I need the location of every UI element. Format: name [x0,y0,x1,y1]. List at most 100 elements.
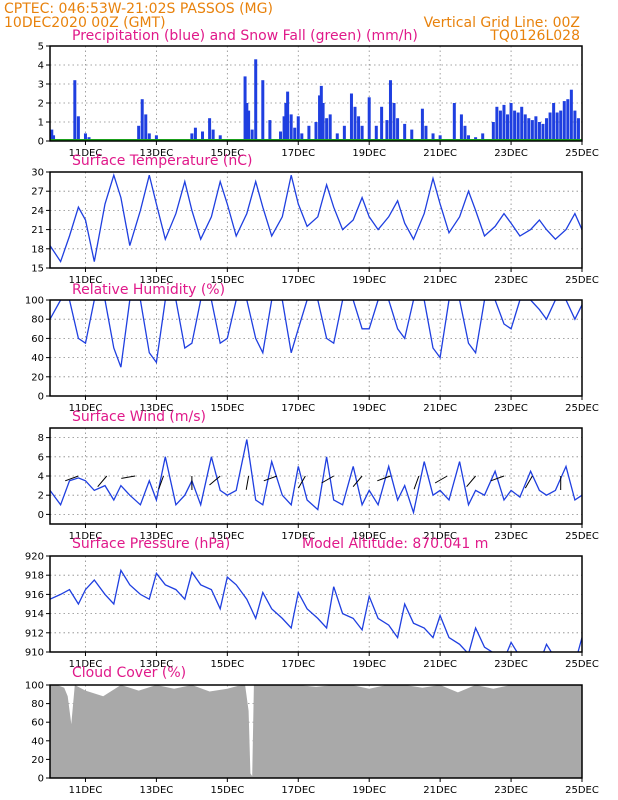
header-grid-note: Vertical Grid Line: 00Z [424,15,580,31]
precip-bar [537,122,541,141]
wind-arrow [413,475,420,490]
x-tick-label: 19DEC [352,403,386,414]
wind-arrow [97,475,108,488]
x-tick-label: 15DEC [210,148,244,159]
wind-arrow [65,475,79,482]
x-tick-label: 15DEC [210,659,244,670]
precip-bar [349,93,353,141]
precip-bar [545,118,549,141]
wind-arrow [321,475,334,484]
precip-bar [353,106,357,141]
x-tick-label: 11DEC [69,403,103,414]
x-tick-label: 17DEC [281,659,315,670]
precip-bar [282,116,286,141]
x-tick-label: 13DEC [140,275,174,286]
y-tick-label: 60 [31,334,44,345]
y-tick-label: 24 [31,206,44,217]
precip-bar [392,103,396,141]
x-tick-label: 11DEC [69,531,103,542]
x-tick-label: 23DEC [494,785,528,796]
precip-bar [342,125,346,141]
precip-bar [576,118,580,141]
panel-1 [46,45,583,145]
precip-bar [467,135,471,141]
x-tick-label: 21DEC [423,148,457,159]
precip-bar [516,112,520,141]
wind-arrow [352,475,363,488]
y-tick-label: 2 [38,491,44,502]
x-tick-label: 11DEC [69,148,103,159]
precip-bar [534,116,538,141]
y-tick-label: 4 [38,61,44,72]
precip-bar [83,133,87,141]
precip-bar [357,116,361,141]
y-tick-label: 40 [31,736,44,747]
x-tick-label: 17DEC [281,531,315,542]
precip-bar [555,112,559,141]
y-tick-label: 8 [38,433,44,444]
x-tick-label: 21DEC [423,785,457,796]
precip-bar [520,106,524,141]
y-tick-label: 4 [38,472,44,483]
x-tick-label: 15DEC [210,403,244,414]
x-tick-label: 17DEC [281,785,315,796]
precip-bar [254,59,258,141]
precip-bar [201,131,205,141]
y-tick-label: 21 [31,225,44,236]
series-line [50,173,582,264]
precip-bar [318,95,322,141]
panel-3 [46,299,583,400]
y-tick-label: 20 [31,372,44,383]
precip-bar [491,122,495,141]
x-tick-label: 13DEC [140,785,174,796]
precip-bar [459,114,463,141]
plot-frame [49,555,583,653]
precip-bar [300,133,304,141]
y-tick-label: 912 [25,628,44,639]
x-tick-label: 15DEC [210,785,244,796]
precip-bar [286,91,290,141]
precip-bar [562,101,566,141]
precip-bar [559,110,563,141]
precip-bar [523,114,527,141]
wind-arrow [434,475,448,484]
x-tick-label: 13DEC [140,531,174,542]
wind-arrow [466,475,476,488]
panel-5 [46,555,583,656]
precip-bar [321,103,325,141]
x-tick-label: 25DEC [565,531,599,542]
x-tick-label: 21DEC [423,531,457,542]
precip-bar [154,135,158,141]
y-tick-label: 27 [31,187,44,198]
wind-arrow [297,475,306,489]
panel-title: Relative Humidity (%) [72,282,225,298]
x-tick-label: 25DEC [565,148,599,159]
panel-6 [46,684,583,782]
x-tick-label: 15DEC [210,275,244,286]
y-tick-label: 18 [31,244,44,255]
x-tick-label: 25DEC [565,659,599,670]
panel-4 [46,427,583,528]
precip-bar [530,120,534,141]
x-tick-label: 19DEC [352,785,386,796]
x-tick-label: 13DEC [140,148,174,159]
panel-title: Precipitation (blue) and Snow Fall (gree… [72,28,418,44]
precip-bar [73,80,77,141]
precip-bar [367,97,371,141]
y-tick-label: 100 [25,681,44,692]
precip-bar [388,80,392,141]
y-tick-label: 0 [38,392,44,403]
plot-frame [49,299,583,397]
precip-bar [147,133,151,141]
precip-bar [438,135,442,141]
precip-bar [495,106,499,141]
y-tick-label: 916 [25,590,44,601]
precip-bar [218,135,222,141]
panel-title: Surface Wind (m/s) [72,409,206,425]
x-tick-label: 21DEC [423,275,457,286]
wind-arrow [121,475,136,479]
panel-title: Surface Pressure (hPa) [72,536,230,552]
precip-bar [463,125,467,141]
x-tick-label: 23DEC [494,403,528,414]
x-tick-label: 21DEC [423,659,457,670]
